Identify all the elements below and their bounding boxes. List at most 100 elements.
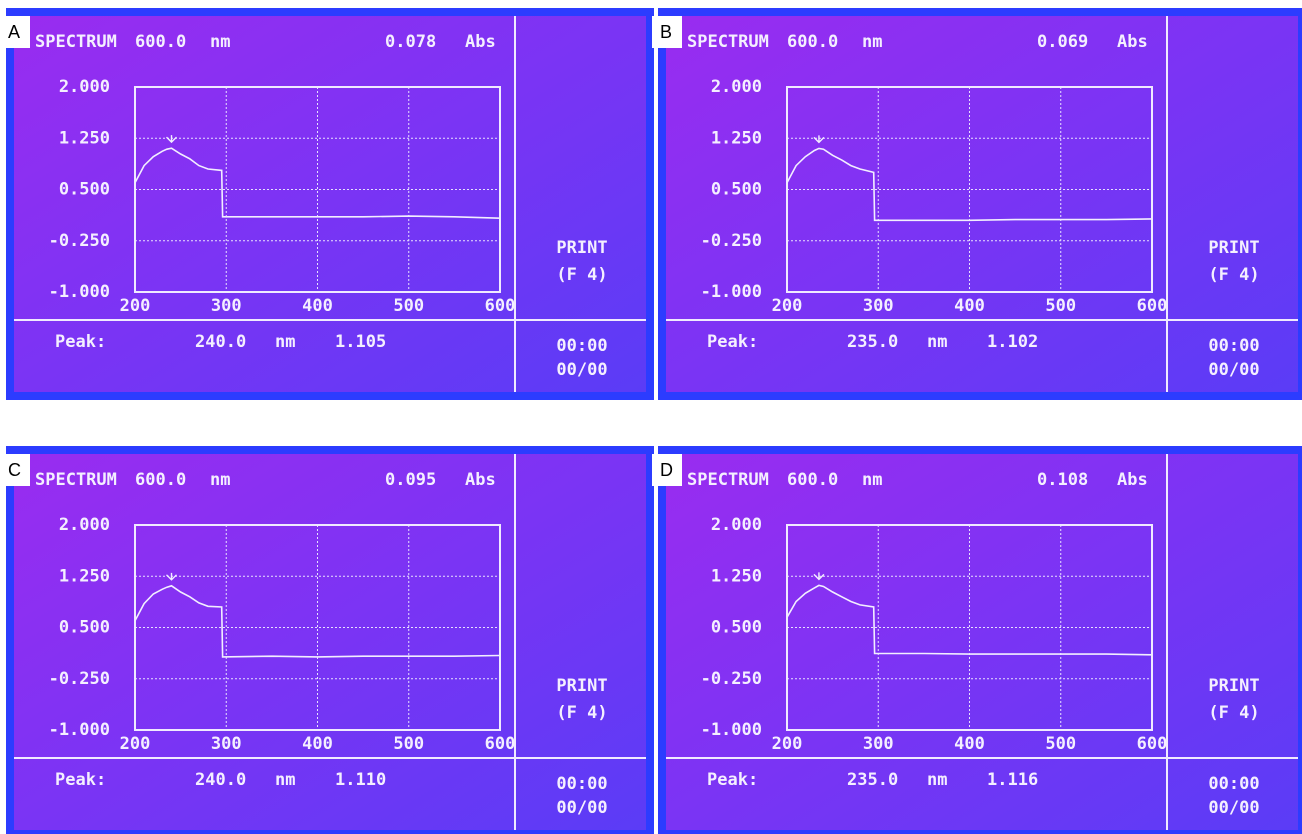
screen bbox=[6, 446, 654, 834]
y-tick-label: 0.500 bbox=[59, 180, 110, 200]
x-tick-label: 400 bbox=[954, 296, 985, 316]
spectrum-line bbox=[786, 147, 1153, 222]
spectrum-line bbox=[134, 147, 501, 219]
peak-wavelength: 240.0 bbox=[195, 770, 246, 790]
peak-wavelength: 235.0 bbox=[847, 770, 898, 790]
peak-unit: nm bbox=[275, 332, 295, 352]
y-tick-label: 2.000 bbox=[711, 77, 762, 97]
header-unit: nm bbox=[862, 470, 882, 490]
screen bbox=[658, 446, 1302, 834]
panel-label-box bbox=[0, 454, 30, 486]
y-tick-label: 1.250 bbox=[59, 566, 110, 586]
plot-frame bbox=[134, 86, 501, 293]
peak-value: 1.105 bbox=[335, 332, 386, 352]
print-label: PRINT bbox=[1208, 676, 1259, 696]
x-tick-label: 200 bbox=[772, 296, 803, 316]
y-tick-label: 0.500 bbox=[711, 618, 762, 638]
header-wavelength: 600.0 bbox=[787, 470, 838, 490]
y-tick-label: 0.500 bbox=[59, 618, 110, 638]
plot-frame bbox=[786, 524, 1153, 731]
header-unit: nm bbox=[862, 32, 882, 52]
x-tick-label: 500 bbox=[393, 734, 424, 754]
peak-value: 1.110 bbox=[335, 770, 386, 790]
header-mode: SPECTRUM bbox=[687, 32, 769, 52]
header-reading-unit: Abs bbox=[465, 32, 496, 52]
header-reading: 0.095 bbox=[385, 470, 436, 490]
peak-value: 1.102 bbox=[987, 332, 1038, 352]
y-tick-label: -0.250 bbox=[49, 231, 110, 251]
peak-value: 1.116 bbox=[987, 770, 1038, 790]
panel-label-box bbox=[0, 16, 30, 48]
peak-label: Peak: bbox=[707, 770, 758, 790]
peak-marker bbox=[166, 572, 177, 581]
x-tick-label: 300 bbox=[211, 296, 242, 316]
y-tick-label: -1.000 bbox=[701, 720, 762, 740]
print-key: (F 4) bbox=[1208, 265, 1259, 285]
panel-label: D bbox=[660, 460, 673, 480]
print-key: (F 4) bbox=[1208, 703, 1259, 723]
x-tick-label: 600 bbox=[1137, 734, 1168, 754]
print-label: PRINT bbox=[1208, 238, 1259, 258]
peak-label: Peak: bbox=[707, 332, 758, 352]
panel-label-box bbox=[652, 454, 682, 486]
y-tick-label: -0.250 bbox=[701, 669, 762, 689]
y-tick-label: -0.250 bbox=[701, 231, 762, 251]
panel-label-box bbox=[652, 16, 682, 48]
screen-panel: SPECTRUM 600.0 nm 0.078 Abs PRINT (F 4) Peak: 24… bbox=[6, 8, 654, 400]
clock-date: 00/00 bbox=[1208, 360, 1259, 380]
clock-date: 00/00 bbox=[1208, 798, 1259, 818]
header-reading: 0.108 bbox=[1037, 470, 1088, 490]
x-tick-label: 400 bbox=[302, 734, 333, 754]
header-wavelength: 600.0 bbox=[787, 32, 838, 52]
header-reading-unit: Abs bbox=[1117, 32, 1148, 52]
header-reading-unit: Abs bbox=[1117, 470, 1148, 490]
x-tick-label: 300 bbox=[211, 734, 242, 754]
y-tick-label: 0.500 bbox=[711, 180, 762, 200]
spectrum-line bbox=[134, 584, 501, 658]
header-reading: 0.078 bbox=[385, 32, 436, 52]
y-tick-label: 1.250 bbox=[711, 128, 762, 148]
x-tick-label: 500 bbox=[393, 296, 424, 316]
peak-label: Peak: bbox=[55, 332, 106, 352]
peak-marker bbox=[813, 572, 825, 581]
clock-time: 00:00 bbox=[1208, 336, 1259, 356]
header-reading-unit: Abs bbox=[465, 470, 496, 490]
x-tick-label: 500 bbox=[1045, 296, 1076, 316]
print-key: (F 4) bbox=[556, 703, 607, 723]
x-tick-label: 500 bbox=[1045, 734, 1076, 754]
x-tick-label: 200 bbox=[120, 734, 151, 754]
print-label: PRINT bbox=[556, 238, 607, 258]
panel-label: A bbox=[8, 22, 20, 42]
peak-unit: nm bbox=[927, 332, 947, 352]
x-tick-label: 200 bbox=[772, 734, 803, 754]
header-mode: SPECTRUM bbox=[687, 470, 769, 490]
panel-label: B bbox=[660, 22, 672, 42]
clock-date: 00/00 bbox=[556, 360, 607, 380]
peak-unit: nm bbox=[927, 770, 947, 790]
x-tick-label: 600 bbox=[485, 734, 516, 754]
clock-date: 00/00 bbox=[556, 798, 607, 818]
y-tick-label: -1.000 bbox=[49, 720, 110, 740]
header-reading: 0.069 bbox=[1037, 32, 1088, 52]
x-tick-label: 600 bbox=[1137, 296, 1168, 316]
header-mode: SPECTRUM bbox=[35, 470, 117, 490]
y-tick-label: -1.000 bbox=[701, 282, 762, 302]
y-tick-label: 2.000 bbox=[59, 77, 110, 97]
peak-label: Peak: bbox=[55, 770, 106, 790]
clock-time: 00:00 bbox=[1208, 774, 1259, 794]
x-tick-label: 200 bbox=[120, 296, 151, 316]
print-key: (F 4) bbox=[556, 265, 607, 285]
peak-marker bbox=[166, 135, 177, 144]
screen-panel: SPECTRUM 600.0 nm 0.069 Abs PRINT (F 4) Peak: 23… bbox=[658, 8, 1302, 400]
plot-frame bbox=[134, 524, 501, 731]
y-tick-label: -0.250 bbox=[49, 669, 110, 689]
x-tick-label: 400 bbox=[302, 296, 333, 316]
peak-wavelength: 235.0 bbox=[847, 332, 898, 352]
screen-panel: SPECTRUM 600.0 nm 0.108 Abs PRINT (F 4) Peak: 23… bbox=[658, 446, 1302, 834]
y-tick-label: 1.250 bbox=[59, 128, 110, 148]
x-tick-label: 300 bbox=[863, 296, 894, 316]
y-tick-label: 2.000 bbox=[711, 515, 762, 535]
header-wavelength: 600.0 bbox=[135, 470, 186, 490]
